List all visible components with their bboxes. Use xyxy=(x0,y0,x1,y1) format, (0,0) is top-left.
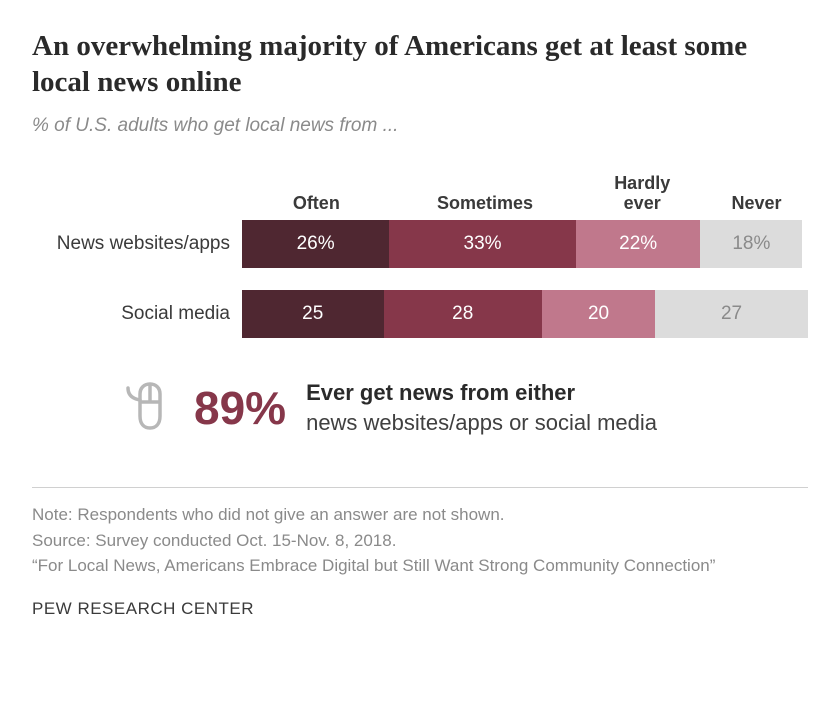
header-hardly-ever: Hardlyever xyxy=(579,173,705,214)
footer-org: PEW RESEARCH CENTER xyxy=(32,599,808,619)
footer-note: Note: Respondents who did not give an an… xyxy=(32,502,808,528)
stacked-bar-chart: Often Sometimes Hardlyever Never News we… xyxy=(32,173,808,338)
segment-hardly-ever: 22% xyxy=(576,220,701,268)
row-label: News websites/apps xyxy=(32,233,242,255)
header-sometimes: Sometimes xyxy=(391,193,580,214)
segment-often: 26% xyxy=(242,220,389,268)
footer-reference: “For Local News, Americans Embrace Digit… xyxy=(32,553,808,579)
callout-line1: Ever get news from either xyxy=(306,380,575,405)
bar-row-news-websites: News websites/apps 26% 33% 22% 18% xyxy=(32,220,808,268)
callout-value: 89% xyxy=(194,381,286,435)
bar-row-social-media: Social media 25 28 20 27 xyxy=(32,290,808,338)
footer-divider xyxy=(32,487,808,488)
chart-subtitle: % of U.S. adults who get local news from… xyxy=(32,115,808,137)
stacked-bar: 25 28 20 27 xyxy=(242,290,808,338)
segment-often: 25 xyxy=(242,290,384,338)
column-headers: Often Sometimes Hardlyever Never xyxy=(32,173,808,214)
header-never: Never xyxy=(705,193,808,214)
callout-text: Ever get news from either news websites/… xyxy=(306,378,657,437)
segment-never: 27 xyxy=(655,290,808,338)
stacked-bar: 26% 33% 22% 18% xyxy=(242,220,808,268)
chart-title: An overwhelming majority of Americans ge… xyxy=(32,28,808,101)
segment-never: 18% xyxy=(700,220,802,268)
segment-hardly-ever: 20 xyxy=(542,290,655,338)
callout-stat: 89% Ever get news from either news websi… xyxy=(122,378,808,437)
row-label: Social media xyxy=(32,303,242,325)
callout-line2: news websites/apps or social media xyxy=(306,410,657,435)
header-often: Often xyxy=(242,193,391,214)
footer-source: Source: Survey conducted Oct. 15-Nov. 8,… xyxy=(32,528,808,554)
segment-sometimes: 28 xyxy=(384,290,542,338)
segment-sometimes: 33% xyxy=(389,220,576,268)
mouse-icon xyxy=(122,380,174,436)
